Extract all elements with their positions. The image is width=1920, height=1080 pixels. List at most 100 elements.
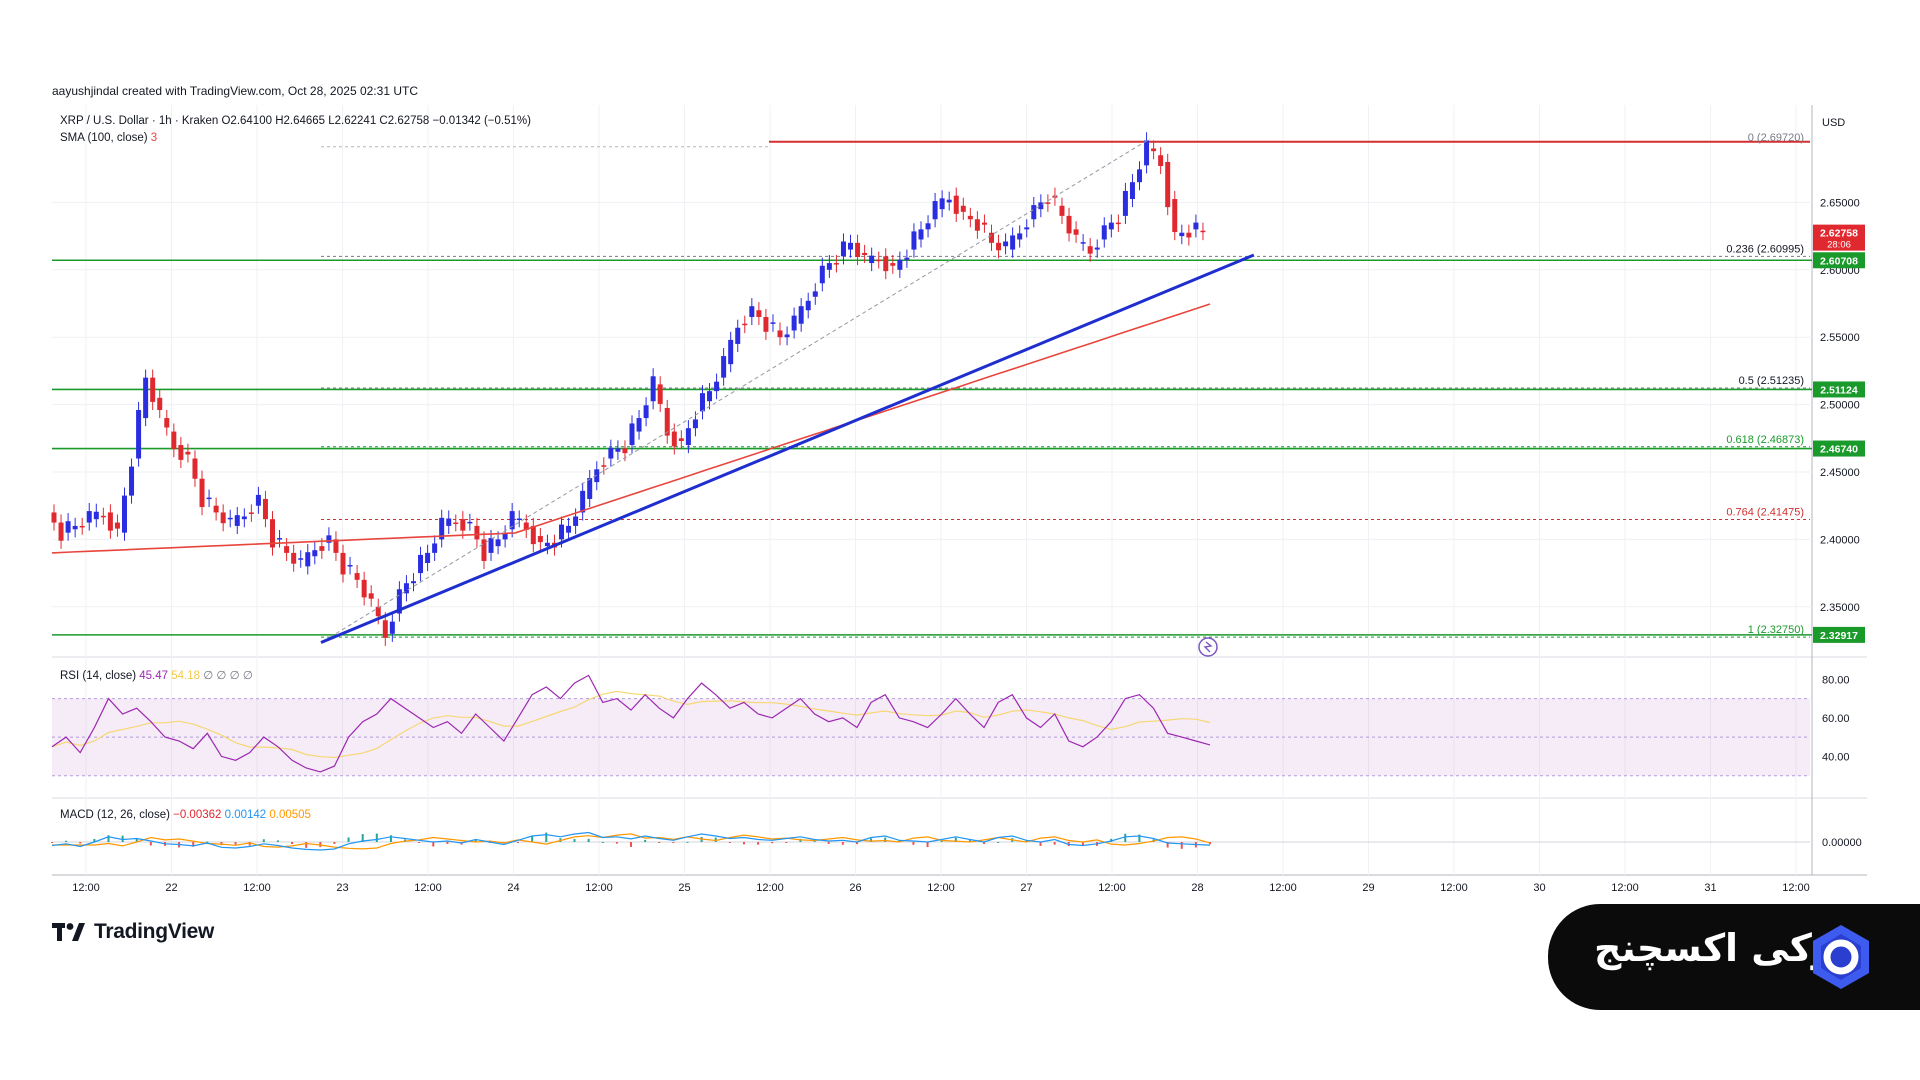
candle-body [721,356,727,378]
x-tick-label: 27 [1020,882,1032,894]
macd-histogram-bar [389,835,392,842]
fib-level-label: 0 (2.69720) [1748,132,1804,144]
candle-body [171,431,177,450]
tradingview-logo[interactable]: TradingView [52,918,214,946]
y-tick-label: 2.40000 [1820,534,1860,546]
current-price-tag [1813,224,1865,251]
support-price-label: 2.46740 [1820,444,1858,456]
macd-histogram-bar [1025,840,1028,842]
rsi-value: 45.47 [139,670,171,682]
macd-histogram-bar [601,841,604,843]
candle-body [439,517,445,540]
candle-body [1115,222,1121,225]
macd-histogram-bar [658,842,661,843]
candle-body [784,334,790,338]
candle-body [241,516,247,520]
candle-body [1165,161,1171,208]
macd-histogram-bar [742,842,745,845]
candle-body [354,573,360,580]
candle-body [291,552,297,564]
candle-body [375,606,381,617]
candle-body [206,497,212,500]
x-tick-label: 12:00 [414,882,442,894]
fib-level-label: 0.236 (2.60995) [1726,243,1804,255]
macd-histogram-bar [347,837,350,842]
x-tick-label: 12:00 [1269,882,1297,894]
macd-histogram-bar [771,842,774,844]
x-tick-label: 29 [1362,882,1374,894]
candle-body [883,256,889,272]
candle-body [996,242,1002,251]
macd-histogram-bar [1209,842,1211,845]
candle-body [326,535,332,543]
candle-body [530,525,536,545]
candle-body [333,539,339,553]
candle-body [93,511,99,520]
support-price-tag [1813,381,1865,398]
candle-body [685,428,691,446]
x-tick-label: 22 [165,882,177,894]
macd-histogram [51,832,1211,849]
candle-body [1073,229,1079,235]
candle-body [403,583,409,594]
macd-histogram-bar [1124,833,1127,842]
candle-body [1094,247,1100,250]
candle-body [608,447,614,459]
candle-body [559,524,565,540]
candle-body [678,438,684,441]
sma-100-line [51,303,1211,554]
fib-level-label: 0.618 (2.46873) [1726,434,1804,446]
candle-body [911,231,917,250]
candle-body [812,291,818,297]
candle-body [474,525,480,540]
candle-body [192,458,198,479]
macd-histogram-bar [418,842,421,843]
candle-body [1066,215,1072,234]
x-tick-label: 12:00 [72,882,100,894]
macd-histogram-bar [926,842,929,848]
macd-histogram-bar [728,842,731,843]
candle-body [728,339,734,365]
macd-histogram-bar [813,841,816,843]
candle-body [1038,202,1044,210]
candle-body [100,515,106,518]
macd-histogram-bar [149,842,152,846]
candle-body [114,522,120,529]
candle-body [890,263,896,266]
candle-body [664,407,670,436]
x-tick-label: 12:00 [243,882,271,894]
macd-histogram-bar [79,842,82,844]
macd-legend: MACD (12, 26, close) −0.00362 0.00142 0.… [60,809,311,821]
candle-body [537,536,543,543]
candle-body [988,232,994,243]
candle-body [904,257,910,260]
candle-body [848,242,854,250]
brand-badge: اوکی اکسچنج [1548,904,1920,1010]
candle-body [707,391,713,402]
y-tick-label: 2.50000 [1820,400,1860,412]
macd-histogram-bar [827,842,830,844]
candle-body [129,466,135,496]
candle-body [939,198,945,210]
rsi-y-tick: 80.00 [1822,674,1850,686]
candle-body [1151,148,1157,152]
macd-histogram-bar [714,837,717,842]
candle-body [107,512,113,531]
candle-body [833,263,839,265]
macd-histogram-bar [841,842,844,845]
candle-body [185,451,191,455]
candle-body [967,215,973,220]
candle-body [58,522,64,541]
support-price-label: 2.60708 [1820,255,1858,267]
candle-body [601,465,607,467]
x-tick-label: 12:00 [1782,882,1810,894]
macd-histogram-bar [248,842,251,846]
sma-legend-value: 3 [151,132,157,144]
rsi-legend: RSI (14, close) 45.47 54.18 ∅ ∅ ∅ ∅ [60,670,253,682]
candle-body [488,538,494,553]
support-price-tag [1813,440,1865,457]
candle-body [840,241,846,257]
fib-level-label: 0.764 (2.41475) [1726,507,1804,519]
candle-body [897,259,903,270]
